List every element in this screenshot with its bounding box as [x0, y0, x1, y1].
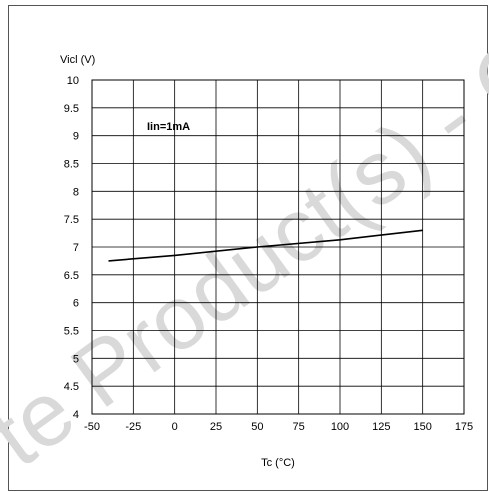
- x-tick-label: -25: [125, 421, 141, 433]
- x-tick-label: 75: [293, 421, 305, 433]
- y-tick-label: 9: [73, 131, 79, 143]
- series-layer: [108, 229, 423, 262]
- series-line: [108, 229, 423, 262]
- x-tick-label: -50: [84, 421, 100, 433]
- x-tick-label: 175: [455, 421, 473, 433]
- y-tick-label: 6: [73, 298, 79, 310]
- y-tick-label: 4.5: [64, 381, 79, 393]
- x-tick-label: 25: [210, 421, 222, 433]
- grid: [92, 80, 464, 414]
- y-tick-label: 4: [73, 409, 79, 421]
- x-tick-labels: -50 -25 0 25 50 75 100 125 150 175: [84, 421, 473, 433]
- condition-annotation: Iin=1mA: [147, 121, 190, 133]
- y-tick-label: 6.5: [64, 270, 79, 282]
- y-tick-labels: 10 9.5 9 8.5 8 7.5 7 6.5 6 5.5 5 4.5 4: [64, 75, 79, 421]
- y-tick-label: 5.5: [64, 326, 79, 338]
- y-axis-label: Vicl (V): [60, 54, 95, 66]
- y-tick-label: 9.5: [64, 103, 79, 115]
- x-tick-label: 0: [172, 421, 178, 433]
- x-tick-label: 100: [331, 421, 349, 433]
- y-tick-label: 7.5: [64, 214, 79, 226]
- y-tick-label: 5: [73, 353, 79, 365]
- x-tick-label: 150: [413, 421, 431, 433]
- x-tick-label: 125: [372, 421, 390, 433]
- x-axis-label: Tc (°C): [261, 457, 295, 469]
- x-tick-label: 50: [251, 421, 263, 433]
- y-tick-label: 10: [67, 75, 79, 87]
- y-tick-label: 7: [73, 242, 79, 254]
- y-tick-label: 8: [73, 186, 79, 198]
- y-tick-label: 8.5: [64, 159, 79, 171]
